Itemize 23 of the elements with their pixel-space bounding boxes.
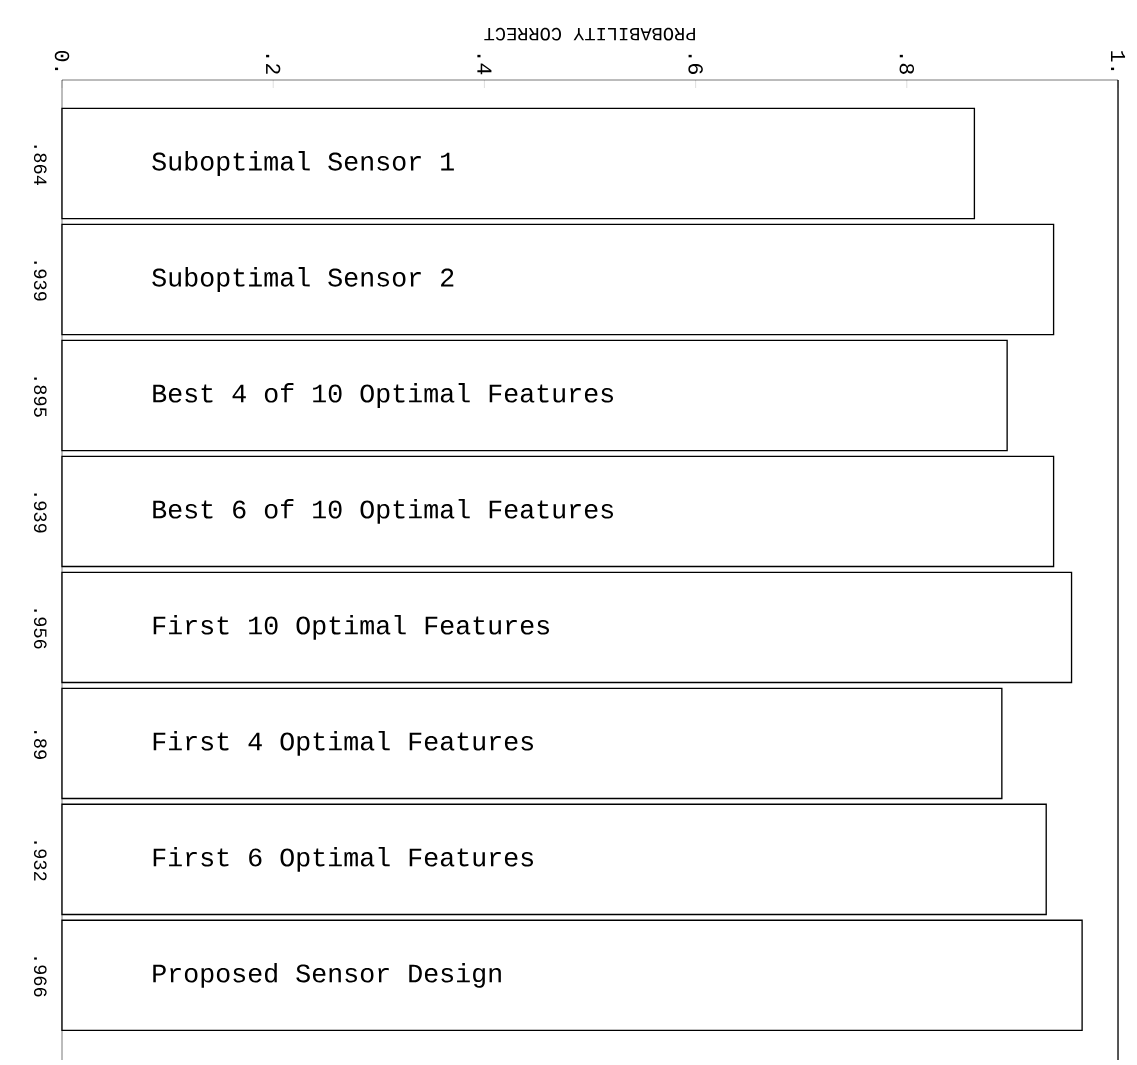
- x-tick-label: .4: [477, 54, 492, 75]
- y-tick-label: First 10 Optimal Features: [153, 614, 549, 640]
- y-tick-label: Proposed Sensor Design: [153, 962, 501, 988]
- y-tick-label: Best 6 of 10 Optimal Features: [153, 499, 613, 524]
- x-tick-label: .2: [266, 54, 281, 74]
- y-tick-label: First 6 Optimal Features: [153, 846, 533, 872]
- y-tick-label: Suboptimal Sensor 1: [152, 151, 454, 176]
- data-label: .939: [33, 493, 47, 533]
- data-label: .895: [33, 377, 47, 417]
- data-label: .932: [33, 841, 47, 881]
- y-tick-label: Best 4 of 10 Optimal Features: [153, 383, 613, 408]
- x-tick-label: 0.: [54, 50, 70, 71]
- data-label: .956: [33, 609, 47, 649]
- data-label: .89: [33, 731, 47, 759]
- x-axis-title: PROBABILITY CORRECT: [484, 27, 695, 41]
- y-tick-label: First 4 Optimal Features: [153, 730, 533, 756]
- data-label: .864: [33, 145, 47, 185]
- data-label: .966: [33, 957, 47, 997]
- x-tick-label: .6: [688, 54, 703, 74]
- x-tick-label: .8: [899, 54, 915, 74]
- x-tick-label: 1.: [1110, 51, 1126, 71]
- data-label: .939: [33, 261, 47, 301]
- y-tick-label: Suboptimal Sensor 2: [152, 267, 454, 292]
